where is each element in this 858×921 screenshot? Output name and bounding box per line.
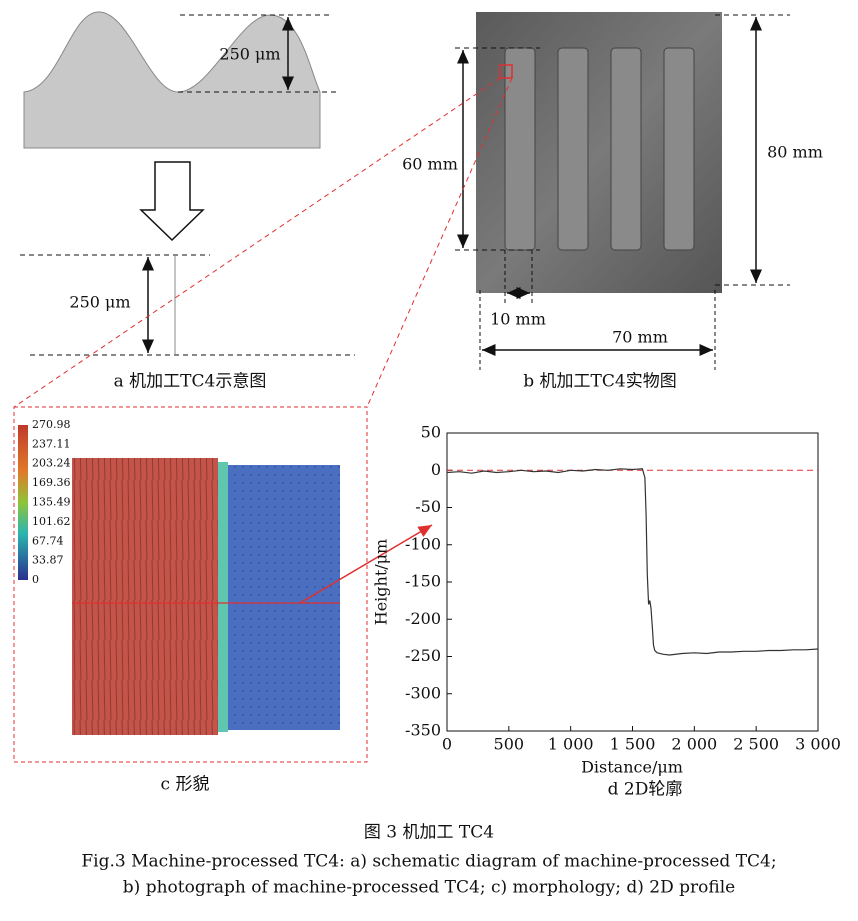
process-arrow bbox=[139, 161, 205, 242]
wave-profile bbox=[23, 11, 321, 149]
colorbar-tick-label: 270.98 bbox=[32, 418, 71, 431]
x-axis-label: Distance/μm bbox=[581, 758, 683, 777]
colorbar-tick-label: 203.24 bbox=[32, 457, 71, 470]
profile-line bbox=[446, 468, 819, 656]
dimension-label: 10 mm bbox=[490, 310, 546, 329]
slot bbox=[557, 47, 589, 251]
panel-c: c 形貌 270.98 237.11 203.24 169.36 135.49 101.6… bbox=[13, 406, 433, 795]
x-tick-label: 3 000 bbox=[795, 735, 841, 754]
figure-caption: 图 3 机加工 TC4 Fig.3 Machine-processed TC4:… bbox=[81, 823, 776, 898]
y-tick-label: 50 bbox=[421, 423, 441, 442]
dimension-label: 80 mm bbox=[767, 143, 823, 162]
x-tick-label: 500 bbox=[494, 735, 525, 754]
x-tick-label: 1 000 bbox=[548, 735, 594, 754]
caption: d 2D轮廓 bbox=[608, 780, 683, 800]
caption: b 机加工TC4实物图 bbox=[523, 372, 676, 392]
caption-english: Fig.3 Machine-processed TC4: a) schemati… bbox=[81, 852, 776, 872]
slot bbox=[610, 47, 642, 251]
colorbar bbox=[18, 425, 28, 580]
colorbar-tick-label: 33.87 bbox=[32, 554, 64, 567]
x-tick-label: 2 000 bbox=[671, 735, 717, 754]
caption: c 形貌 bbox=[161, 775, 210, 795]
caption-chinese: 图 3 机加工 TC4 bbox=[364, 823, 494, 843]
zoom-frame bbox=[13, 406, 368, 763]
y-tick-label: 0 bbox=[431, 460, 441, 479]
y-tick-label: -50 bbox=[415, 497, 441, 516]
colorbar-tick-label: 101.62 bbox=[32, 515, 71, 528]
y-tick-label: -300 bbox=[405, 683, 441, 702]
panel-a: 250 μm 250 μm a 机加工TC4示意图 bbox=[20, 11, 355, 392]
panel-d: Distance/μm Height/μm d 2D轮廓 0 500 1 000 1 … bbox=[372, 423, 841, 800]
y-tick-label: -250 bbox=[405, 646, 441, 665]
dimension-label: 70 mm bbox=[612, 328, 668, 347]
colorbar-tick-label: 237.11 bbox=[32, 437, 71, 450]
plot-frame bbox=[446, 432, 819, 732]
x-tick-label: 2 500 bbox=[733, 735, 779, 754]
surface-wall bbox=[218, 462, 228, 732]
x-tick-label: 1 500 bbox=[610, 735, 656, 754]
y-tick-label: -350 bbox=[405, 721, 441, 740]
colorbar-tick-label: 0 bbox=[32, 573, 39, 586]
dimension-label: 250 μm bbox=[69, 293, 130, 312]
surface-bottom bbox=[228, 465, 340, 730]
y-tick-label: -100 bbox=[405, 534, 441, 553]
y-tick-label: -200 bbox=[405, 609, 441, 628]
zoom-line bbox=[366, 77, 513, 408]
panel-b: 60 mm 80 mm 10 mm 70 mm b 机加工TC4实物图 bbox=[402, 12, 823, 392]
zoom-box bbox=[499, 64, 513, 79]
slot bbox=[663, 47, 695, 251]
x-tick-label: 0 bbox=[442, 735, 452, 754]
zoom-line bbox=[13, 77, 501, 408]
colorbar-tick-label: 169.36 bbox=[32, 476, 71, 489]
dimension-label: 250 μm bbox=[219, 45, 280, 64]
surface-top bbox=[72, 458, 218, 735]
caption: a 机加工TC4示意图 bbox=[114, 372, 267, 392]
profile-arrow bbox=[299, 524, 433, 604]
colorbar-tick-label: 135.49 bbox=[32, 496, 71, 509]
caption-english: b) photograph of machine-processed TC4; … bbox=[123, 878, 735, 898]
y-axis-label: Height/μm bbox=[372, 539, 391, 625]
colorbar-tick-label: 67.74 bbox=[32, 534, 64, 547]
y-tick-label: -150 bbox=[405, 572, 441, 591]
dimension-label: 60 mm bbox=[402, 155, 458, 174]
